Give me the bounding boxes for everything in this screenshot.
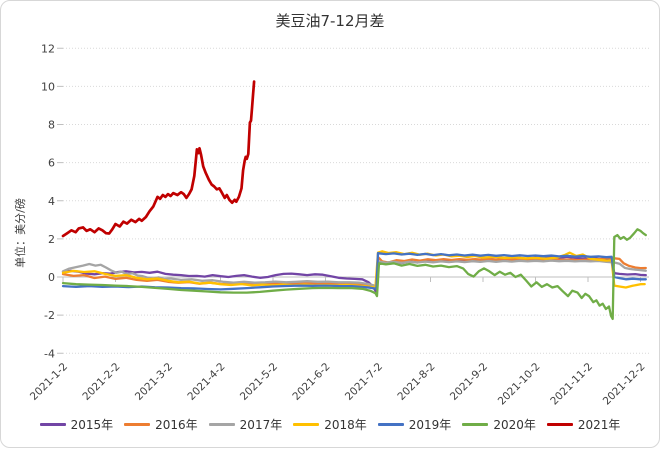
legend-label: 2019年 (408, 418, 452, 432)
series-line-2017 (61, 259, 647, 288)
x-tick-label: 2021-1-2 (28, 361, 70, 403)
y-tick-label: 0 (48, 271, 55, 284)
legend-swatch (124, 423, 151, 426)
legend-label: 2021年 (577, 418, 621, 432)
legend-swatch (377, 423, 404, 426)
y-tick-label: 6 (48, 157, 55, 170)
legend-item-2017: 2017年 (208, 416, 283, 433)
legend-item-2018: 2018年 (293, 416, 367, 433)
y-tick-label: 10 (41, 80, 55, 93)
x-tick-label: 2021-5-2 (238, 361, 280, 403)
chart-title: 美豆油7-12月差 (275, 12, 385, 30)
x-tick-label: 2021-12-2 (601, 361, 648, 408)
legend-label: 2015年 (70, 418, 114, 432)
y-tick-label: 12 (41, 42, 55, 55)
legend-swatch (546, 423, 573, 426)
legend-swatch (462, 423, 489, 426)
legend-label: 2018年 (324, 418, 367, 432)
legend-swatch (293, 423, 320, 426)
legend-label: 2020年 (493, 418, 536, 432)
x-tick-label: 2021-2-2 (80, 361, 122, 403)
legend-item-2015: 2015年 (39, 416, 114, 433)
x-tick-label: 2021-9-2 (448, 361, 490, 403)
y-tick-label: 4 (48, 195, 55, 208)
series-line-2020 (61, 228, 647, 321)
x-tick-label: 2021-7-2 (343, 361, 385, 403)
x-tick-label: 2021-8-2 (395, 361, 437, 403)
legend: 2015年 2016年 2017年 2018年 2019年 2020年 2021年 (1, 416, 659, 433)
series-line-2019 (61, 252, 647, 291)
legend-label: 2017年 (239, 418, 283, 432)
legend-item-2021: 2021年 (546, 416, 621, 433)
x-tick-label: 2021-3-2 (133, 361, 175, 403)
legend-item-2016: 2016年 (124, 416, 198, 433)
x-tick-label: 2021-10-2 (496, 361, 543, 408)
y-tick-label: 8 (48, 119, 55, 132)
legend-swatch (39, 423, 66, 426)
legend-label: 2016年 (155, 418, 198, 432)
series-line-2021 (61, 80, 256, 238)
legend-item-2020: 2020年 (462, 416, 536, 433)
legend-item-2019: 2019年 (377, 416, 452, 433)
x-tick-label: 2021-11-2 (548, 361, 595, 408)
y-tick-label: 2 (48, 233, 55, 246)
x-tick-label: 2021-4-2 (185, 361, 227, 403)
y-tick-label: -2 (44, 309, 55, 322)
y-tick-label: -4 (44, 347, 55, 360)
x-tick-label: 2021-6-2 (290, 361, 332, 403)
legend-swatch (208, 423, 235, 426)
